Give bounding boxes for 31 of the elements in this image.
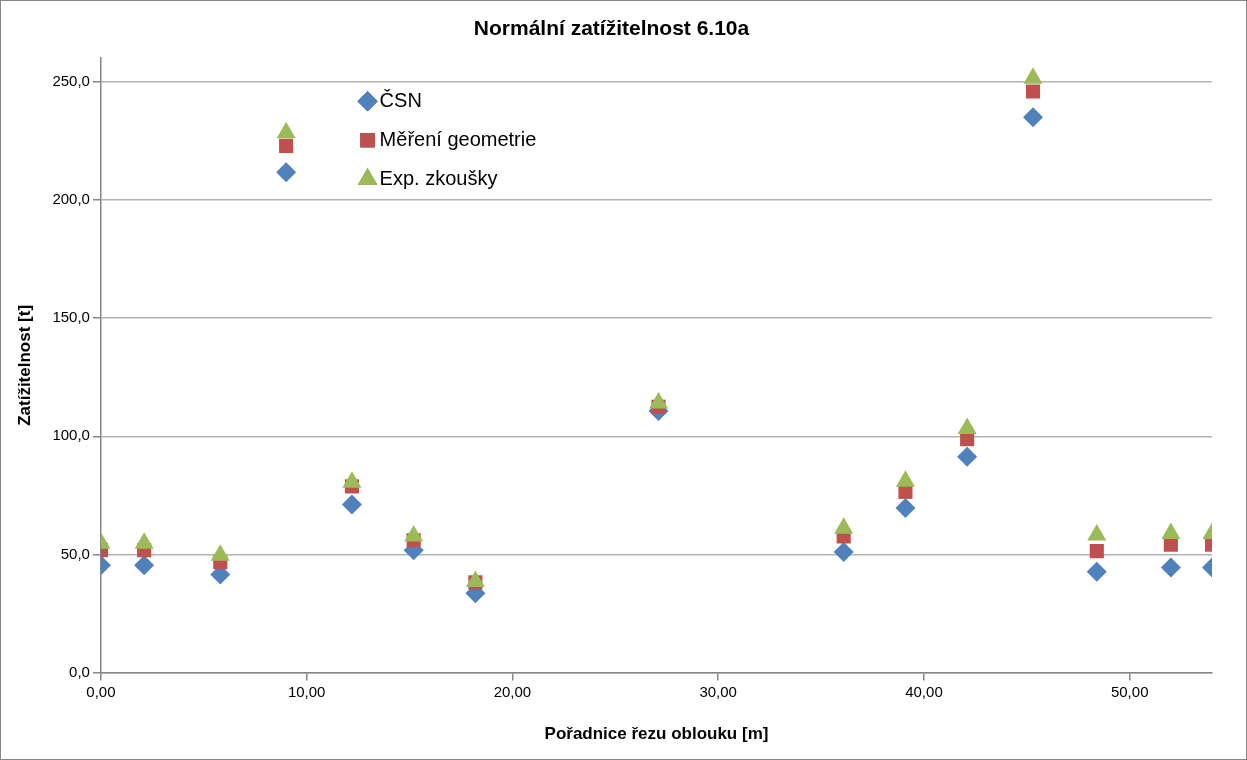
point: [895, 497, 916, 518]
x-tick-label: 50,00: [1110, 682, 1149, 700]
x-tick-label: 40,00: [905, 682, 943, 700]
legend-label: ČSN: [379, 88, 422, 111]
chart-title: Normální zatížitelnost 6.10a: [473, 16, 750, 40]
point: [279, 138, 294, 153]
y-axis-title: Zatížitelnost [t]: [14, 304, 34, 426]
point: [1086, 561, 1107, 582]
legend-label: Exp. zkoušky: [379, 166, 498, 189]
x-axis-title: Pořadnice řezu oblouku [m]: [544, 724, 769, 744]
x-tick-label: 0,00: [86, 682, 116, 700]
y-tick-label: 250,0: [52, 71, 90, 89]
x-tick-label: 20,00: [493, 682, 532, 700]
y-tick-label: 50,0: [60, 544, 90, 562]
x-tick-label: 30,00: [699, 682, 737, 700]
point: [1089, 544, 1104, 559]
point: [341, 494, 362, 515]
y-tick-label: 0,0: [69, 662, 90, 680]
legend-label: Měření geometrie: [379, 127, 537, 150]
y-tick-label: 150,0: [52, 308, 90, 326]
point: [833, 542, 854, 563]
y-tick-label: 200,0: [52, 190, 90, 208]
point: [134, 555, 155, 576]
point: [957, 446, 978, 467]
point: [1025, 84, 1041, 99]
point: [1023, 107, 1043, 128]
point: [1160, 557, 1181, 578]
point: [276, 162, 297, 183]
point: [1163, 537, 1178, 552]
x-tick-label: 10,00: [287, 682, 326, 700]
y-tick-label: 100,0: [52, 426, 90, 444]
